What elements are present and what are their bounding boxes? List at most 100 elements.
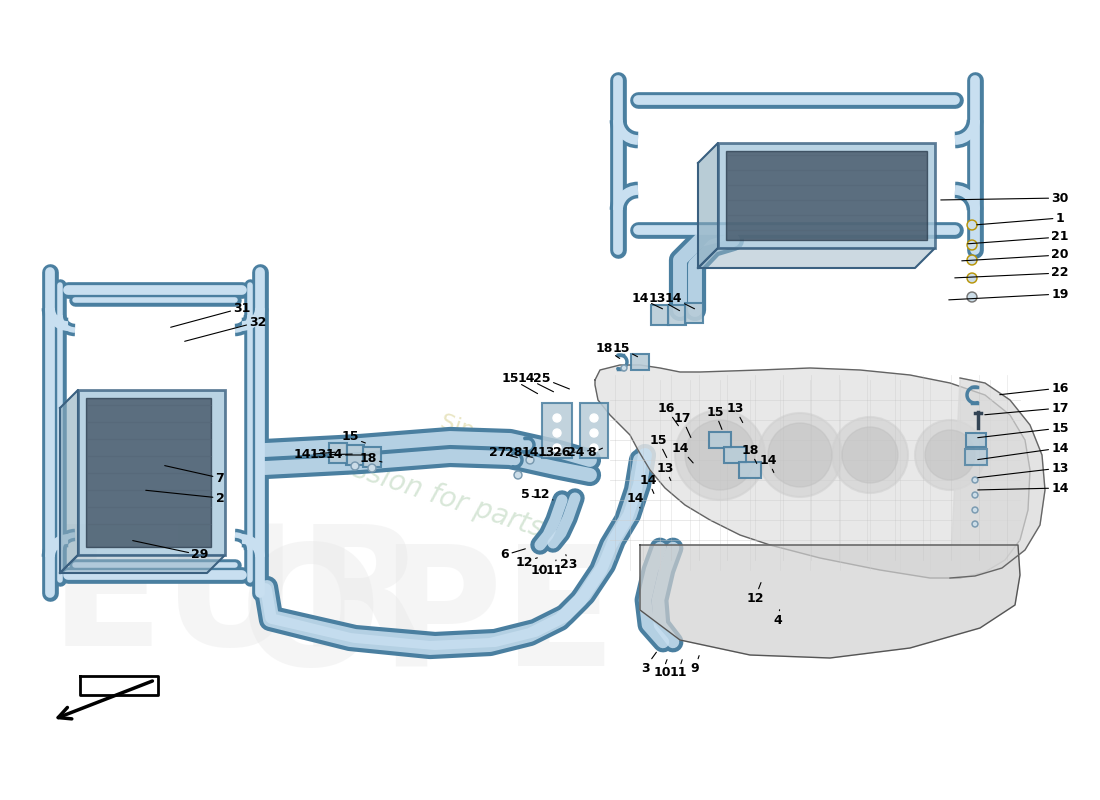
Text: 19: 19 [949, 287, 1069, 301]
Circle shape [972, 521, 978, 527]
Text: 15: 15 [649, 434, 667, 458]
Text: 13: 13 [978, 462, 1069, 478]
Circle shape [514, 471, 522, 479]
Text: 23: 23 [560, 554, 578, 571]
Bar [651, 305, 669, 325]
Circle shape [768, 423, 832, 487]
Text: 13: 13 [537, 446, 561, 459]
Text: 6: 6 [500, 549, 526, 562]
Text: a passion for parts: a passion for parts [293, 437, 548, 543]
Circle shape [968, 294, 976, 301]
Text: 15: 15 [502, 371, 538, 394]
Text: 28: 28 [505, 446, 532, 459]
Text: 24: 24 [568, 446, 590, 459]
Circle shape [968, 257, 976, 263]
Text: 7: 7 [165, 466, 224, 485]
Text: 27: 27 [490, 446, 517, 459]
Bar [346, 445, 364, 465]
Circle shape [972, 507, 978, 513]
Circle shape [967, 240, 977, 250]
Polygon shape [640, 545, 1020, 658]
Text: 4: 4 [773, 610, 782, 626]
Text: 14: 14 [521, 446, 549, 459]
Bar [966, 433, 986, 447]
Text: 14: 14 [326, 449, 370, 462]
Text: 10: 10 [653, 660, 671, 679]
Circle shape [685, 420, 755, 490]
Circle shape [968, 242, 976, 249]
Text: EUR: EUR [50, 518, 427, 682]
Text: 31: 31 [170, 302, 251, 327]
Text: 32: 32 [185, 315, 266, 342]
Text: 14: 14 [631, 291, 662, 309]
Circle shape [974, 522, 977, 526]
Text: Since 1995: Since 1995 [438, 411, 562, 469]
Circle shape [968, 222, 976, 229]
Bar [726, 151, 927, 240]
Circle shape [553, 444, 561, 452]
Text: 30: 30 [940, 191, 1069, 205]
Text: 14: 14 [639, 474, 657, 494]
Text: 14: 14 [759, 454, 777, 473]
Text: 14: 14 [517, 371, 553, 392]
Text: 12: 12 [746, 582, 763, 605]
Bar [78, 390, 226, 555]
Circle shape [967, 220, 977, 230]
Circle shape [972, 492, 978, 498]
Text: 9: 9 [691, 656, 700, 674]
Circle shape [758, 413, 842, 497]
Text: OPE: OPE [240, 538, 617, 702]
Circle shape [590, 429, 598, 437]
Text: 15: 15 [613, 342, 638, 357]
Circle shape [832, 417, 908, 493]
Text: 16: 16 [1000, 382, 1069, 394]
Circle shape [370, 466, 374, 470]
Text: 14: 14 [294, 449, 335, 462]
Bar [329, 443, 346, 463]
Text: 13: 13 [648, 291, 680, 310]
Text: 10: 10 [530, 563, 548, 577]
Polygon shape [595, 365, 1030, 578]
Text: 12: 12 [532, 489, 553, 502]
Circle shape [967, 292, 977, 302]
Circle shape [623, 366, 626, 370]
Text: 13: 13 [309, 449, 352, 462]
Bar [718, 143, 935, 248]
Text: 13: 13 [657, 462, 673, 481]
Text: 15: 15 [978, 422, 1069, 438]
Text: 14: 14 [664, 291, 694, 309]
Text: 16: 16 [658, 402, 679, 426]
Circle shape [621, 365, 627, 371]
Text: 13: 13 [726, 402, 744, 422]
Text: 5: 5 [520, 489, 537, 502]
Circle shape [351, 462, 359, 470]
Text: 18: 18 [741, 443, 759, 463]
Bar [724, 447, 746, 463]
Text: 26: 26 [553, 446, 575, 459]
Text: 1: 1 [977, 211, 1065, 225]
Circle shape [915, 420, 984, 490]
Text: 18: 18 [595, 342, 619, 358]
Bar [710, 432, 732, 448]
Text: 11: 11 [546, 560, 563, 577]
Bar [86, 398, 211, 547]
Text: 14: 14 [978, 482, 1069, 494]
Circle shape [842, 427, 898, 483]
Text: 14: 14 [978, 442, 1069, 460]
Circle shape [528, 458, 532, 462]
Polygon shape [60, 390, 78, 573]
Text: 8: 8 [587, 446, 603, 459]
Circle shape [526, 456, 534, 464]
Circle shape [590, 414, 598, 422]
Text: 17: 17 [673, 411, 691, 438]
Text: 14: 14 [671, 442, 693, 463]
Text: 12: 12 [515, 555, 537, 569]
Bar [542, 403, 572, 458]
Bar [363, 447, 381, 467]
Circle shape [516, 473, 520, 478]
Text: 15: 15 [706, 406, 724, 430]
Circle shape [972, 477, 978, 483]
Text: 17: 17 [984, 402, 1069, 414]
Polygon shape [60, 555, 226, 573]
Text: 20: 20 [961, 249, 1069, 262]
